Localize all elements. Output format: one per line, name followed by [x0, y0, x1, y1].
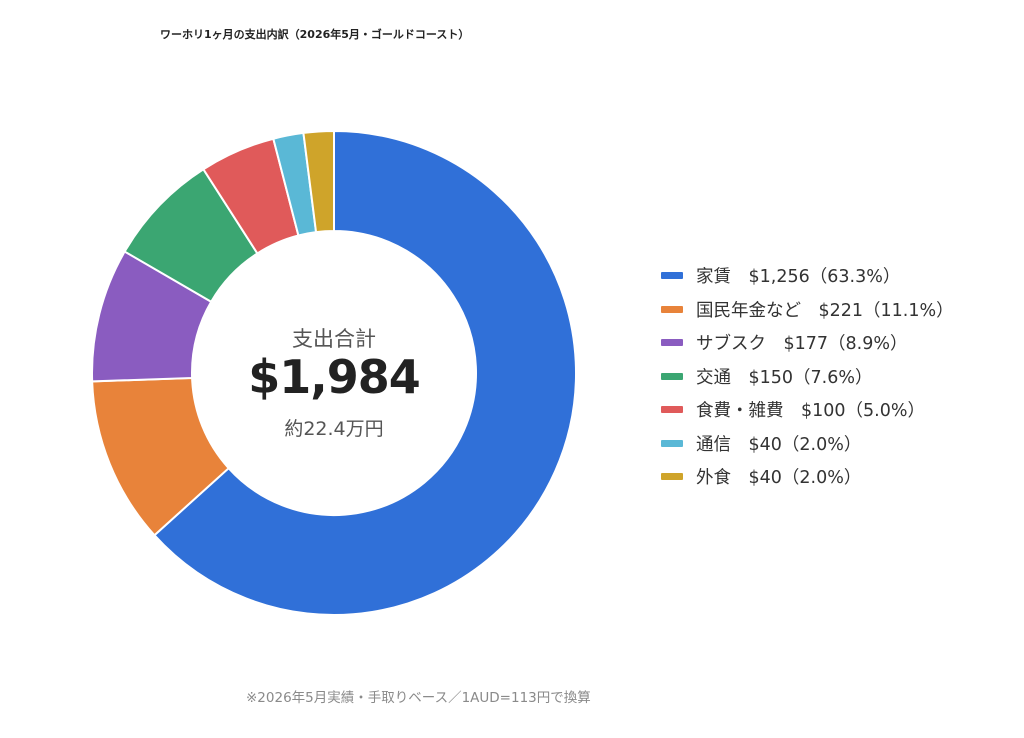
legend-label: 通信 $40（2.0%）	[696, 434, 862, 455]
legend-swatch	[661, 339, 683, 347]
legend-item: 家賃 $1,256（63.3%）	[661, 259, 954, 293]
legend-swatch	[661, 406, 683, 414]
donut-slice-7	[302, 129, 335, 234]
legend-item: 通信 $40（2.0%）	[661, 427, 954, 461]
chart-title: ワーホリ1ヶ月の支出内訳（2026年5月・ゴールドコースト）	[160, 28, 470, 41]
legend-item: 交通 $150（7.6%）	[661, 360, 954, 394]
center-label: 支出合計	[292, 327, 376, 351]
donut-slice-1	[153, 129, 577, 616]
legend-item: サブスク $177（8.9%）	[661, 326, 954, 360]
legend-label: 交通 $150（7.6%）	[696, 367, 873, 388]
legend-swatch	[661, 473, 683, 481]
legend-label: 国民年金など $221（11.1%）	[696, 300, 954, 321]
chart-footnote: ※2026年5月実績・手取りベース／1AUD=113円で換算	[246, 690, 591, 706]
legend-label: 外食 $40（2.0%）	[696, 468, 862, 489]
legend-label: サブスク $177（8.9%）	[696, 334, 908, 355]
legend-swatch	[661, 439, 683, 447]
legend-swatch	[661, 305, 683, 313]
legend-label: 食費・雑費 $100（5.0%）	[696, 401, 925, 422]
center-yen-conversion: 約22.4万円	[284, 418, 384, 440]
chart-legend: 家賃 $1,256（63.3%） 国民年金など $221（11.1%） サブスク $…	[661, 259, 954, 494]
legend-label: 家賃 $1,256（63.3%）	[696, 267, 901, 288]
center-total-value: $1,984	[248, 350, 421, 404]
legend-item: 外食 $40（2.0%）	[661, 460, 954, 494]
legend-swatch	[661, 272, 683, 280]
legend-item: 食費・雑費 $100（5.0%）	[661, 393, 954, 427]
legend-item: 国民年金など $221（11.1%）	[661, 293, 954, 327]
legend-swatch	[661, 372, 683, 380]
